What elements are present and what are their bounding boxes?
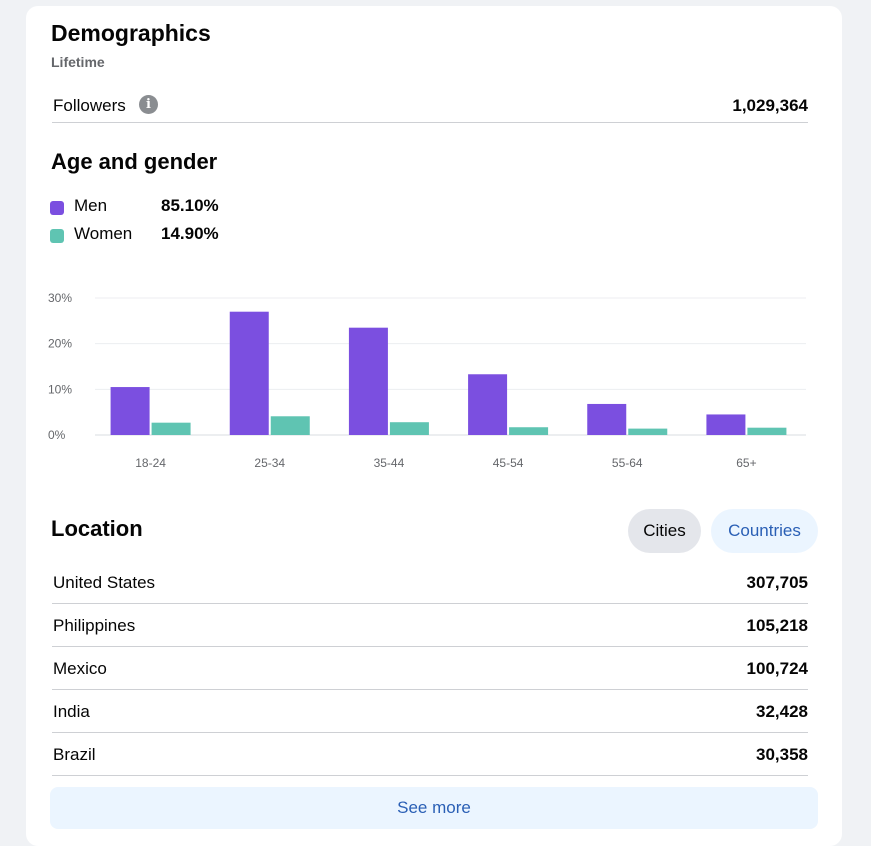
legend-item-women: Women 14.90% — [50, 224, 250, 252]
location-row: Mexico 100,724 — [52, 647, 808, 690]
bar-men-35-44[interactable] — [348, 327, 388, 435]
x-tick-label: 25-34 — [254, 456, 285, 470]
bar-women-45-54[interactable] — [509, 427, 549, 435]
chart-legend: Men 85.10% Women 14.90% — [50, 196, 250, 252]
location-row: India 32,428 — [52, 690, 808, 733]
location-name: Mexico — [53, 659, 107, 678]
age-gender-title: Age and gender — [51, 149, 218, 174]
legend-value: 14.90% — [161, 224, 219, 243]
location-row: Brazil 30,358 — [52, 733, 808, 776]
bar-women-65+[interactable] — [747, 427, 787, 435]
followers-row: Followers i 1,029,364 — [52, 90, 808, 123]
y-tick-label: 10% — [48, 382, 72, 396]
followers-label: Followers — [53, 96, 126, 115]
y-tick-label: 20% — [48, 337, 72, 351]
location-row: United States 307,705 — [52, 561, 808, 604]
cities-filter-button[interactable]: Cities — [628, 509, 701, 553]
bar-men-45-54[interactable] — [468, 374, 508, 435]
demographics-card: Demographics Lifetime Followers i 1,029,… — [26, 6, 842, 846]
bar-women-35-44[interactable] — [389, 422, 429, 435]
location-count: 30,358 — [756, 745, 808, 764]
countries-filter-button[interactable]: Countries — [711, 509, 818, 553]
x-tick-label: 18-24 — [135, 456, 166, 470]
x-tick-label: 35-44 — [374, 456, 405, 470]
location-name: India — [53, 702, 90, 721]
legend-label: Women — [74, 224, 133, 243]
bar-women-25-34[interactable] — [270, 416, 310, 435]
bar-men-18-24[interactable] — [110, 387, 150, 435]
bar-men-25-34[interactable] — [229, 311, 269, 435]
page-title: Demographics — [51, 20, 211, 46]
location-name: Philippines — [53, 616, 136, 635]
bar-men-65+[interactable] — [706, 414, 746, 435]
location-name: Brazil — [53, 745, 96, 764]
location-title: Location — [51, 516, 143, 541]
age-gender-bar-chart: 0% 10% 20% 30% 18-24 25-34 35-44 45-54 55-64 65+ — [48, 291, 806, 470]
x-tick-label: 65+ — [736, 456, 756, 470]
bar-men-55-64[interactable] — [587, 403, 627, 435]
legend-label: Men — [74, 196, 108, 215]
legend-swatch-women — [50, 229, 64, 243]
y-tick-label: 30% — [48, 291, 72, 305]
legend-value: 85.10% — [161, 196, 219, 215]
bar-women-55-64[interactable] — [628, 428, 668, 435]
legend-item-men: Men 85.10% — [50, 196, 250, 224]
x-tick-label: 55-64 — [612, 456, 643, 470]
location-count: 307,705 — [746, 573, 808, 592]
location-count: 32,428 — [756, 702, 808, 721]
y-tick-label: 0% — [48, 428, 66, 442]
bar-women-18-24[interactable] — [151, 422, 191, 435]
legend-swatch-men — [50, 201, 64, 215]
see-more-button[interactable]: See more — [50, 787, 818, 829]
time-range-label: Lifetime — [51, 54, 105, 70]
followers-count: 1,029,364 — [732, 96, 808, 115]
x-tick-label: 45-54 — [493, 456, 524, 470]
location-count: 105,218 — [746, 616, 808, 635]
info-icon[interactable]: i — [139, 95, 158, 114]
location-row: Philippines 105,218 — [52, 604, 808, 647]
location-name: United States — [53, 573, 156, 592]
location-count: 100,724 — [746, 659, 808, 678]
